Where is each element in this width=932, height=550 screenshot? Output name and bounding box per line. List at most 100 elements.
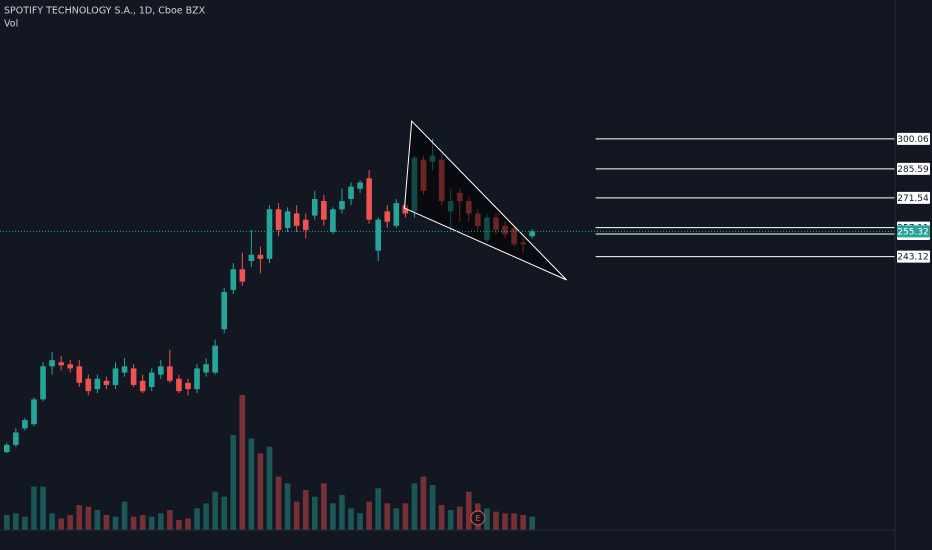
volume-bar	[293, 501, 300, 530]
triangle-drawing	[403, 119, 567, 281]
volume-bar	[121, 501, 128, 530]
volume-bar	[139, 515, 146, 530]
volume-bar	[366, 501, 372, 530]
candle-body	[230, 269, 237, 290]
volume-bar	[384, 503, 391, 530]
candle-body	[176, 378, 182, 392]
candle-body	[257, 254, 264, 259]
volume-bar	[275, 476, 282, 530]
level-label-box	[897, 250, 930, 263]
volume-bar	[257, 453, 264, 530]
volume-bar	[239, 395, 246, 530]
volume-bar	[511, 513, 517, 530]
volume-bar	[348, 508, 354, 530]
candle-body	[167, 366, 173, 381]
volume-bar	[429, 485, 436, 530]
volume-bar	[103, 515, 110, 530]
candle-body	[103, 380, 110, 385]
candle-body	[357, 182, 363, 189]
volume-bar	[302, 490, 309, 530]
candle-body	[221, 291, 228, 330]
candle-body	[321, 201, 327, 220]
volume-bar	[284, 483, 291, 530]
candle-body	[3, 444, 10, 453]
volume-bar	[411, 483, 418, 530]
candle-body	[58, 362, 64, 366]
volume-bar	[167, 510, 173, 530]
volume-bar	[465, 491, 472, 530]
volume-bar	[529, 516, 536, 530]
candle-body	[529, 231, 536, 237]
candle-body	[157, 366, 164, 375]
volume-bar	[321, 483, 327, 530]
candle-body	[402, 205, 409, 214]
candle-body	[76, 366, 83, 383]
candle-body	[293, 213, 300, 226]
volume-bar	[194, 508, 200, 530]
volume-bar	[49, 513, 55, 530]
candle-body	[393, 203, 400, 226]
volume-bar	[3, 515, 10, 530]
volume-bar	[330, 503, 336, 530]
volume-bar	[85, 506, 92, 530]
candle-body	[49, 360, 55, 367]
candle-body	[31, 399, 37, 425]
volume-bar	[112, 516, 119, 530]
volume-bar	[520, 515, 526, 530]
candle-body	[112, 368, 119, 385]
volume-bar	[203, 503, 209, 530]
volume-bar	[484, 508, 490, 530]
volume-bar	[357, 513, 363, 530]
candle-body	[22, 420, 28, 429]
level-label: 300.06	[897, 135, 929, 145]
volume-bar	[311, 496, 318, 530]
last-price-label: 255.32	[897, 227, 929, 237]
candle-body	[67, 364, 74, 369]
volume-label: Vol	[4, 19, 18, 30]
candle-body	[311, 198, 318, 216]
volume-bar	[13, 513, 19, 530]
candle-body	[212, 345, 218, 373]
volume-bar	[31, 486, 37, 530]
level-label-box	[897, 132, 930, 145]
volume-bar	[58, 518, 64, 530]
volume-bar	[130, 516, 137, 530]
candle-body	[94, 378, 101, 390]
level-label: 271.54	[897, 194, 929, 204]
volume-bar	[248, 438, 255, 530]
chart-title: SPOTIFY TECHNOLOGY S.A., 1D, Cboe BZX	[4, 6, 206, 17]
volume-bar	[493, 511, 499, 530]
volume-bar	[420, 476, 427, 530]
candle-body	[239, 269, 246, 282]
candle-body	[384, 211, 391, 222]
level-label: 285.59	[897, 165, 929, 175]
volume-bar	[438, 505, 445, 530]
candle-body	[339, 201, 345, 210]
volume-bar	[185, 518, 191, 530]
level-label: 243.12	[897, 253, 929, 263]
level-label-box	[897, 162, 930, 175]
candle-body	[266, 209, 273, 259]
earnings-marker	[470, 510, 486, 526]
candle-body	[275, 209, 282, 230]
candle-body	[203, 364, 209, 373]
candle-body	[139, 380, 146, 392]
candle-body	[85, 378, 92, 392]
candle-body	[248, 254, 255, 261]
volume-bar	[22, 516, 28, 530]
candle-body	[302, 219, 309, 230]
candle-body	[148, 372, 155, 388]
candle-body	[121, 366, 128, 373]
volume-bar	[94, 510, 101, 530]
candle-body	[284, 211, 291, 228]
candle-body	[330, 209, 336, 233]
volume-bar	[148, 516, 155, 530]
level-label-box	[897, 191, 930, 204]
earnings-label: E	[475, 514, 480, 523]
volume-bar	[456, 506, 463, 530]
volume-bar	[212, 491, 218, 530]
candle-body	[194, 368, 200, 390]
candle-body	[40, 366, 46, 400]
